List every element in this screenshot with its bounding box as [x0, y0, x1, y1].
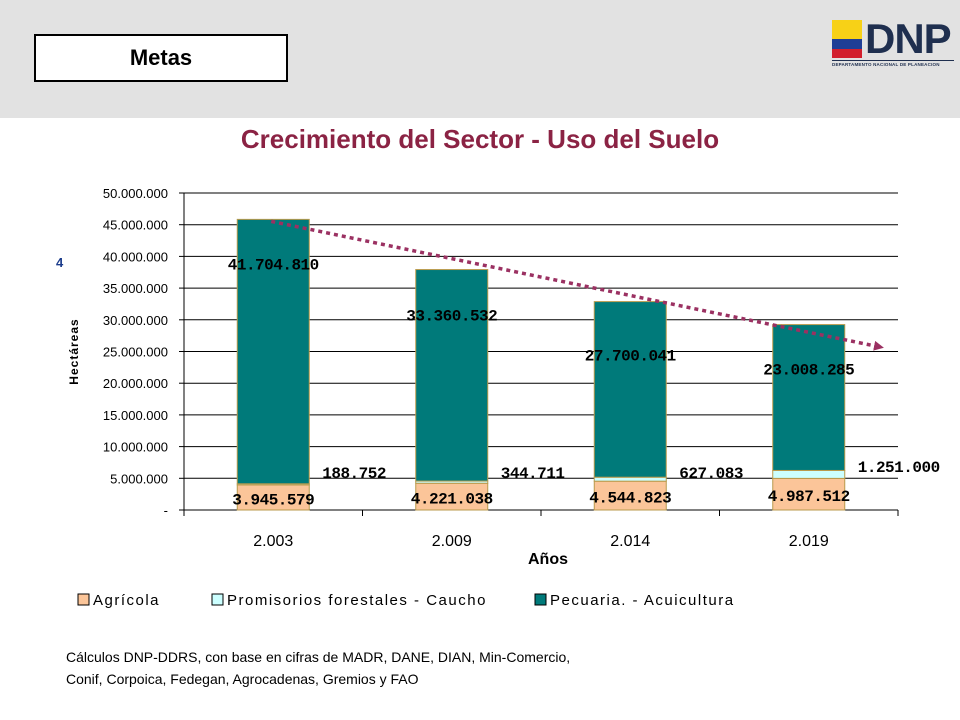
agricola-value-label: 4.221.038	[411, 491, 493, 509]
forestales-value-label: 344.711	[501, 465, 565, 483]
side-mark: 4	[56, 255, 64, 270]
bar-segment	[593, 301, 667, 478]
forestales-value-label: 627.083	[679, 465, 743, 483]
legend-label: Agrícola	[93, 592, 160, 609]
pecuaria-value-label: 33.360.532	[406, 308, 497, 326]
x-tick-label: 2.014	[610, 533, 650, 550]
legend-swatch	[534, 593, 547, 606]
pecuaria-value-label: 41.704.810	[228, 256, 319, 274]
legend-swatch	[211, 593, 224, 606]
y-tick-label: 30.000.000	[103, 313, 168, 328]
chart-title: Crecimiento del Sector - Uso del Suelo	[240, 124, 720, 154]
x-tick-label: 2.003	[253, 533, 293, 550]
legend: Agrícola Promisorios forestales - Caucho P…	[77, 592, 735, 609]
pecuaria-value-label: 23.008.285	[763, 362, 854, 380]
y-tick-label: 20.000.000	[103, 376, 168, 391]
source-line: Cálculos DNP-DDRS, con base en cifras de…	[66, 649, 571, 665]
logo-wordmark: DNP	[865, 15, 952, 62]
agricola-value-label: 4.987.512	[768, 488, 850, 506]
agricola-value-label: 4.544.823	[589, 490, 671, 508]
axes: - 5.000.000 10.000.000 15.000.000 20.000.000…	[67, 186, 899, 568]
y-tick-label: 15.000.000	[103, 408, 168, 423]
bar-segment	[236, 484, 310, 511]
pecuaria-value-label: 27.700.041	[585, 348, 676, 366]
y-tick-label: 35.000.000	[103, 281, 168, 296]
agricola-value-label: 3.945.579	[232, 491, 314, 509]
bars	[236, 218, 846, 511]
data-labels: 3.945.579 188.752 41.704.810 4.221.038 344.7…	[228, 256, 940, 509]
x-tick-label: 2.019	[789, 533, 829, 550]
legend-label: Promisorios forestales - Caucho	[227, 592, 487, 609]
stacked-bar-chart: - 5.000.000 10.000.000 15.000.000 20.000.000…	[67, 186, 940, 609]
y-axis-title: Hectáreas	[67, 318, 81, 384]
y-tick-label: 50.000.000	[103, 186, 168, 201]
dnp-logo: DNP DEPARTAMENTO NACIONAL DE PLANEACION	[832, 15, 954, 70]
section-label: Metas	[34, 34, 288, 82]
bar-segment	[772, 469, 846, 479]
legend-swatch	[77, 593, 90, 606]
bar-segment	[593, 476, 667, 482]
forestales-value-label: 1.251.000	[858, 459, 940, 477]
logo-caption: DEPARTAMENTO NACIONAL DE PLANEACION	[832, 60, 954, 67]
legend-label: Pecuaria. - Acuicultura	[550, 592, 735, 609]
bar-segment	[415, 269, 489, 482]
y-tick-label: 25.000.000	[103, 345, 168, 360]
x-tick-label: 2.009	[432, 533, 472, 550]
y-tick-label: 40.000.000	[103, 249, 168, 264]
colombia-flag-icon	[832, 20, 862, 58]
y-tick-label: 45.000.000	[103, 218, 168, 233]
source-note: Cálculos DNP-DDRS, con base en cifras de…	[66, 646, 666, 690]
forestales-value-label: 188.752	[322, 465, 386, 483]
y-tick-label: -	[164, 503, 168, 518]
bar-segment	[772, 324, 846, 471]
trend-arrow-line	[270, 219, 884, 351]
trend-arrow	[270, 219, 884, 351]
bar-segment	[236, 218, 310, 485]
x-axis-title: Años	[528, 551, 568, 568]
y-tick-label: 5.000.000	[110, 471, 168, 486]
bar-segment	[772, 477, 846, 511]
bar-segment	[593, 480, 667, 511]
source-line: Conif, Corpoica, Fedegan, Agrocadenas, G…	[66, 671, 419, 687]
y-tick-label: 10.000.000	[103, 440, 168, 455]
